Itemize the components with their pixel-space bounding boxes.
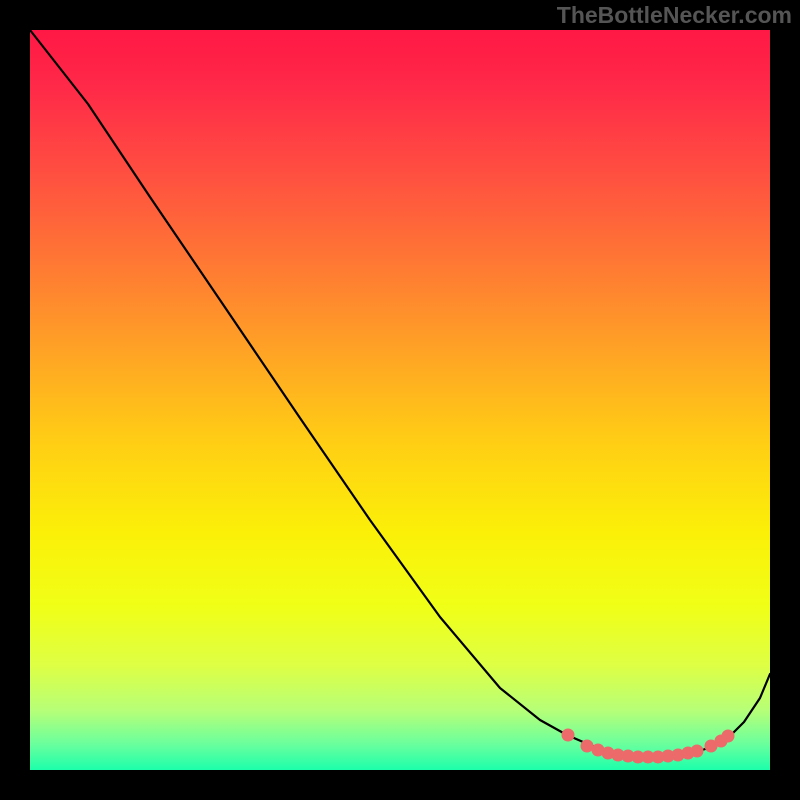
curve-marker <box>722 730 735 743</box>
curve-marker <box>691 745 704 758</box>
watermark-text: TheBottleNecker.com <box>557 2 792 29</box>
curve-marker <box>562 729 575 742</box>
chart-stage: TheBottleNecker.com <box>0 0 800 800</box>
gradient-background <box>30 30 770 770</box>
chart-svg <box>0 0 800 800</box>
